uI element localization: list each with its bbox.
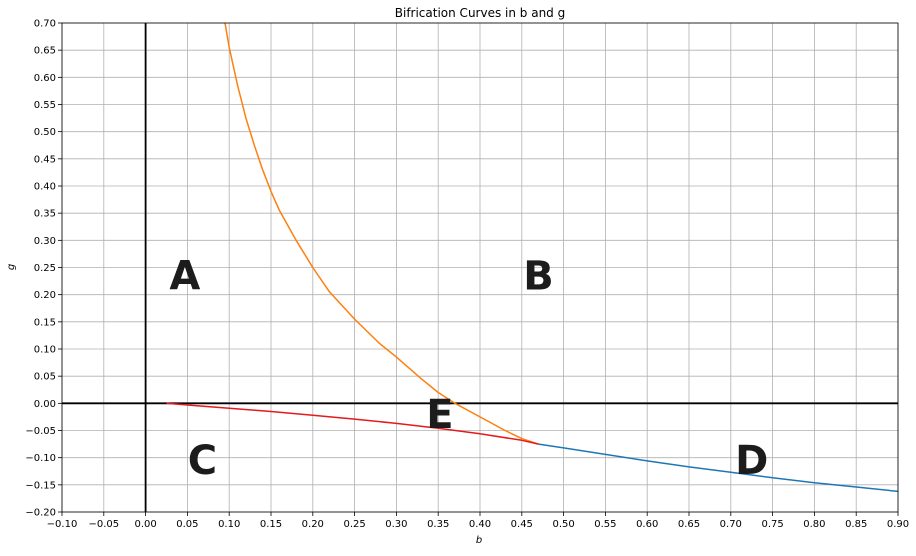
x-tick-label: 0.70 bbox=[720, 519, 742, 530]
y-tick-label: 0.65 bbox=[34, 46, 56, 57]
region-label-c: C bbox=[188, 438, 217, 484]
x-tick-label: 0.75 bbox=[761, 519, 783, 530]
x-tick-label: 0.35 bbox=[427, 519, 449, 530]
y-tick-label: 0.60 bbox=[34, 73, 56, 84]
x-tick-label: −0.05 bbox=[88, 519, 119, 530]
y-tick-label: −0.10 bbox=[25, 453, 56, 464]
x-tick-label: 0.60 bbox=[636, 519, 658, 530]
y-tick-label: −0.05 bbox=[25, 426, 56, 437]
y-tick-label: 0.35 bbox=[34, 209, 56, 220]
x-tick-label: 0.40 bbox=[469, 519, 491, 530]
y-axis-label: g bbox=[6, 264, 17, 270]
x-tick-label: 0.00 bbox=[134, 519, 156, 530]
x-tick-label: 0.65 bbox=[678, 519, 700, 530]
series-line-3 bbox=[166, 402, 539, 445]
y-tick-label: 0.25 bbox=[34, 263, 56, 274]
series-line-1 bbox=[538, 443, 899, 493]
y-tick-label: 0.45 bbox=[34, 154, 56, 165]
chart-title: Bifrication Curves in b and g bbox=[395, 6, 565, 20]
x-tick-label: 0.45 bbox=[511, 519, 533, 530]
y-tick-label: 0.55 bbox=[34, 100, 56, 111]
x-tick-label: 0.05 bbox=[176, 519, 198, 530]
y-tick-label: 0.30 bbox=[34, 236, 56, 247]
x-tick-label: 0.25 bbox=[343, 519, 365, 530]
y-tick-label: 0.15 bbox=[34, 317, 56, 328]
x-tick-label: 0.10 bbox=[218, 519, 240, 530]
x-tick-label: 0.55 bbox=[594, 519, 616, 530]
x-tick-label: 0.15 bbox=[260, 519, 282, 530]
y-tick-label: 0.20 bbox=[34, 290, 56, 301]
region-label-d: D bbox=[735, 438, 768, 484]
x-tick-label: 0.85 bbox=[845, 519, 867, 530]
y-tick-label: 0.00 bbox=[34, 399, 56, 410]
y-tick-label: −0.15 bbox=[25, 480, 56, 491]
y-tick-label: 0.05 bbox=[34, 372, 56, 383]
y-tick-label: 0.10 bbox=[34, 345, 56, 356]
y-tick-label: 0.70 bbox=[34, 19, 56, 30]
y-tick-label: 0.40 bbox=[34, 182, 56, 193]
x-tick-label: 0.90 bbox=[887, 519, 909, 530]
y-tick-label: 0.50 bbox=[34, 127, 56, 138]
x-axis-label: b bbox=[476, 535, 482, 546]
x-tick-label: −0.10 bbox=[47, 519, 78, 530]
region-label-e: E bbox=[426, 392, 453, 438]
x-tick-label: 0.20 bbox=[302, 519, 324, 530]
x-tick-label: 0.30 bbox=[385, 519, 407, 530]
region-label-b: B bbox=[523, 253, 554, 299]
y-tick-label: −0.20 bbox=[25, 508, 56, 519]
x-tick-label: 0.80 bbox=[803, 519, 825, 530]
x-tick-label: 0.50 bbox=[552, 519, 574, 530]
region-label-a: A bbox=[169, 253, 200, 299]
series-line-2 bbox=[224, 22, 539, 445]
